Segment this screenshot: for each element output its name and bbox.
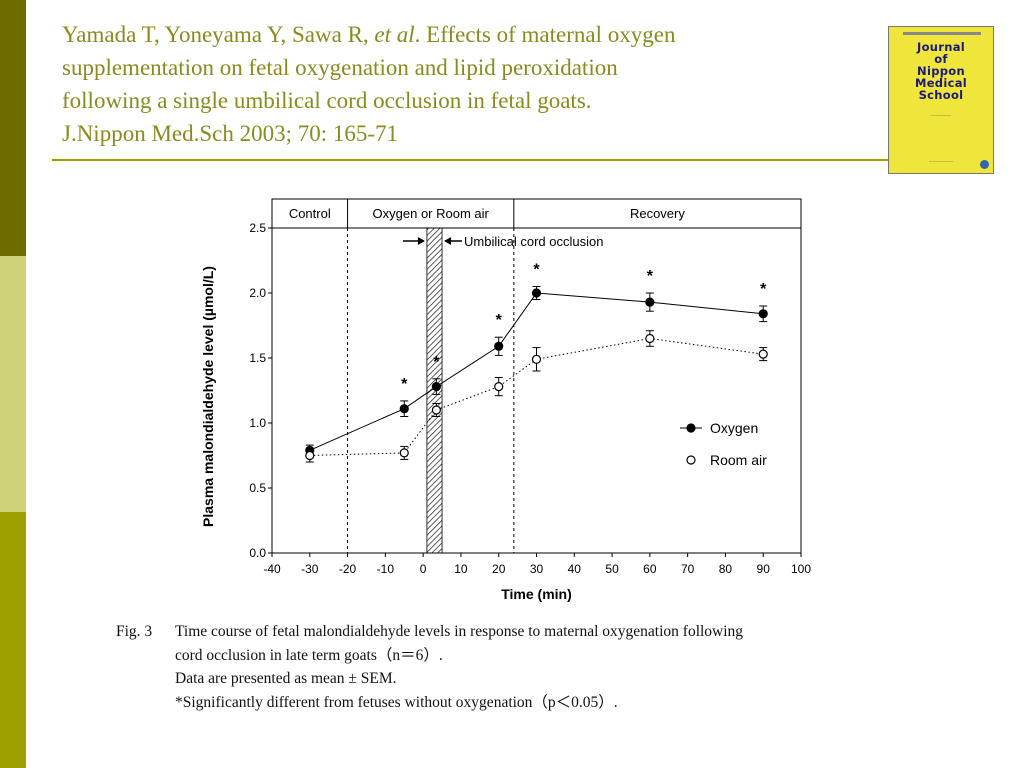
caption-row: Fig. 3 Time course of fetal malondialdeh…	[116, 620, 916, 644]
accent-bar-bottom	[0, 512, 26, 768]
significance-marker: *	[647, 268, 654, 285]
legend-label-oxygen: Oxygen	[710, 420, 758, 436]
significance-marker: *	[433, 354, 440, 371]
data-point	[494, 382, 504, 392]
data-point	[494, 341, 504, 351]
cover-publisher-line: ———————	[928, 159, 954, 163]
legend-label-room-air: Room air	[710, 452, 767, 468]
cover-title-line: Medical	[914, 76, 968, 90]
y-tick-label: 0.5	[249, 481, 266, 495]
caption-line: Data are presented as mean ± SEM.	[175, 670, 397, 687]
significance-marker: *	[760, 281, 767, 298]
legend-marker-room-air	[686, 455, 696, 465]
data-point	[645, 333, 655, 344]
caption-line: *Significantly different from fetuses wi…	[175, 693, 618, 711]
phase-label: Control	[289, 206, 331, 221]
phase-label: Oxygen or Room air	[373, 206, 490, 221]
data-point	[758, 349, 768, 359]
citation-line-1: Yamada T, Yoneyama Y, Sawa R, et al. Eff…	[62, 18, 862, 51]
data-point	[645, 297, 655, 307]
x-tick-label: 100	[791, 562, 811, 576]
x-tick-label: -30	[301, 562, 319, 576]
cover-seal-icon	[980, 160, 989, 169]
citation-reference: J.Nippon Med.Sch 2003; 70: 165-71	[62, 121, 399, 146]
data-point	[399, 448, 409, 458]
accent-bar-middle	[0, 256, 26, 512]
figure-caption: Fig. 3 Time course of fetal malondialdeh…	[116, 620, 916, 714]
cover-volume-line: —————	[931, 113, 951, 118]
citation-title-start: . Effects of maternal oxygen	[414, 22, 676, 47]
cover-title-line: School	[918, 88, 964, 102]
data-point	[305, 450, 315, 461]
cover-header-strip	[903, 32, 981, 35]
data-point	[758, 309, 768, 319]
occlusion-label: Umbilical cord occlusion	[464, 234, 603, 249]
citation: Yamada T, Yoneyama Y, Sawa R, et al. Eff…	[62, 18, 862, 150]
phase-label: Recovery	[630, 206, 685, 221]
x-tick-label: 60	[643, 562, 657, 576]
occlusion-arrowhead-left	[417, 237, 425, 245]
x-tick-label: -40	[263, 562, 281, 576]
y-axis-label: Plasma malondialdehyde level (µmol/L)	[200, 266, 216, 527]
data-point	[531, 288, 542, 298]
x-axis-label: Time (min)	[501, 586, 572, 602]
figure-label: Fig. 3	[116, 623, 153, 640]
occlusion-arrowhead-right	[444, 237, 452, 245]
x-tick-label: -20	[339, 562, 357, 576]
x-tick-label: 30	[530, 562, 544, 576]
x-tick-label: 50	[605, 562, 619, 576]
y-tick-label: 2.5	[249, 221, 266, 235]
caption-line: cord occlusion in late term goats（n＝6）.	[175, 646, 443, 664]
x-tick-label: 90	[757, 562, 771, 576]
citation-authors: Yamada T, Yoneyama Y, Sawa R,	[62, 22, 375, 47]
cover-title-line: Nippon	[917, 64, 965, 78]
cover-title: Journal of Nippon Medical School	[889, 41, 993, 101]
citation-line-2: supplementation on fetal oxygenation and…	[62, 55, 618, 80]
y-tick-label: 1.5	[249, 351, 266, 365]
x-tick-label: 20	[492, 562, 506, 576]
x-tick-label: 0	[420, 562, 427, 576]
y-tick-label: 0.0	[249, 546, 266, 560]
cover-title-line: Journal	[916, 40, 966, 54]
y-tick-label: 1.0	[249, 416, 266, 430]
x-tick-label: 10	[454, 562, 468, 576]
x-tick-label: 40	[568, 562, 582, 576]
citation-line-3: following a single umbilical cord occlus…	[62, 88, 592, 113]
significance-marker: *	[496, 312, 503, 329]
significance-marker: *	[533, 262, 540, 279]
cover-title-line: of	[934, 52, 948, 66]
header-divider	[52, 159, 890, 161]
data-point	[431, 382, 441, 392]
x-tick-label: -10	[377, 562, 395, 576]
citation-et-al: et al	[374, 22, 415, 47]
plot-frame	[271, 198, 802, 554]
data-point	[399, 404, 409, 414]
accent-bar-top	[0, 0, 26, 256]
legend-marker-oxygen	[686, 423, 696, 433]
significance-marker: *	[401, 376, 408, 393]
journal-cover-image: Journal of Nippon Medical School ————— —…	[888, 26, 994, 174]
caption-line: Time course of fetal malondialdehyde lev…	[175, 623, 744, 640]
x-tick-label: 80	[719, 562, 733, 576]
x-tick-label: 70	[681, 562, 695, 576]
data-point	[531, 354, 542, 364]
data-point	[431, 405, 441, 415]
y-tick-label: 2.0	[249, 286, 266, 300]
